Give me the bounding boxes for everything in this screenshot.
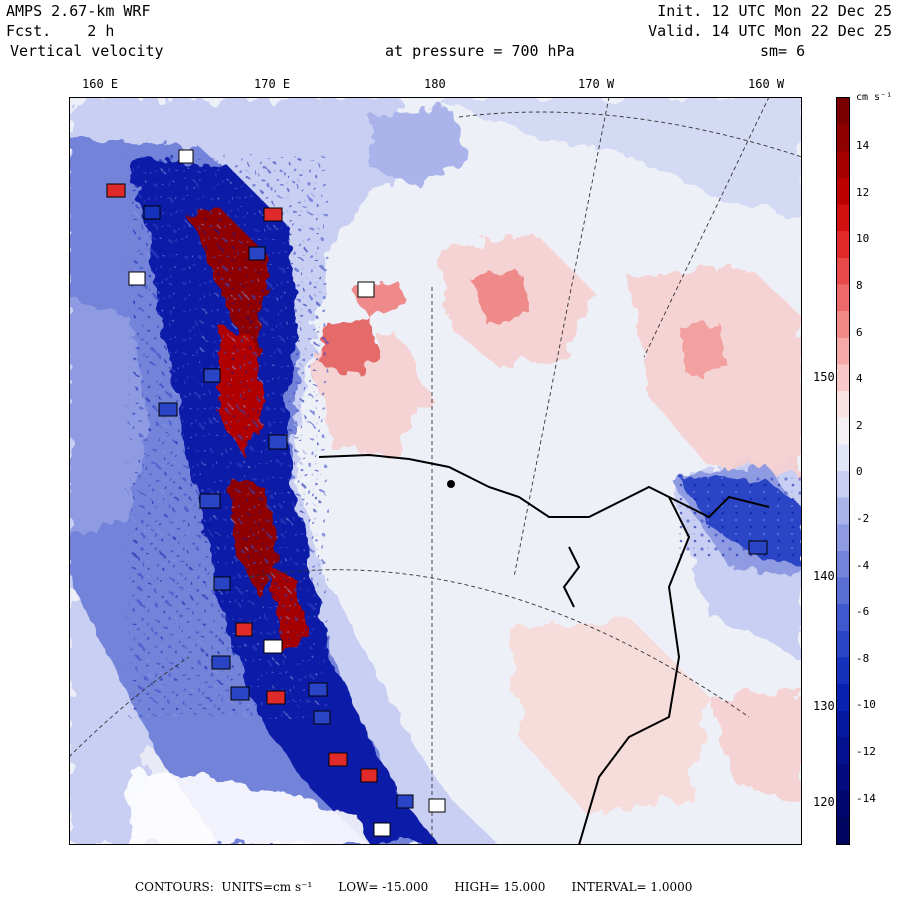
colorbar-tick: 12: [856, 186, 870, 199]
colorbar-tick: 14: [856, 139, 870, 152]
lon-label-180: 180: [424, 77, 446, 91]
init-time: Init. 12 UTC Mon 22 Dec 25: [657, 2, 892, 20]
forecast-hour: 2 h: [87, 22, 115, 40]
colorbar-tick: -14: [856, 792, 876, 805]
lon-label-160e: 160 E: [82, 77, 119, 91]
terrain-mask: [129, 767, 369, 845]
lat-lon-grid: [69, 97, 802, 845]
lon-label-170e: 170 E: [254, 77, 291, 91]
pressure-level-label: at pressure =: [385, 42, 503, 60]
extremum-labels: [106, 149, 768, 837]
moderate-positive-regions: [319, 272, 729, 377]
model-title: AMPS 2.67-km WRF: [6, 2, 151, 20]
eastern-wave-cluster: [679, 477, 802, 567]
forecast-label: Fcst. 2 h: [6, 22, 114, 40]
colorbar-tick: -4: [856, 559, 870, 572]
colorbar-unit: cm s⁻¹: [856, 92, 893, 103]
colorbar-tick: -2: [856, 512, 870, 525]
colorbar-tick: 2: [856, 419, 863, 432]
contour-low: LOW= -15.000: [338, 880, 429, 894]
station-marker: [447, 480, 455, 488]
colorbar-tick: -6: [856, 605, 870, 618]
map-canvas: [69, 97, 802, 845]
contour-interval: INTERVAL= 1.0000: [571, 880, 693, 894]
map-frame: [69, 97, 802, 845]
pressure-level-value: 700 hPa: [511, 42, 575, 60]
field-name: Vertical velocity: [10, 42, 164, 60]
lon-label-170w: 170 W: [578, 77, 615, 91]
colorbar-tick: 0: [856, 465, 863, 478]
colorbar-tick: 6: [856, 326, 863, 339]
vertical-velocity-map: [69, 97, 802, 845]
contour-info: CONTOURS: UNITS=cm s⁻¹ LOW= -15.000 HIGH= …: [135, 880, 718, 894]
smoothing-value: sm= 6: [760, 42, 806, 60]
colorbar-tick: -12: [856, 745, 876, 758]
colorbar-tick: -10: [856, 698, 876, 711]
colorbar-tick: 10: [856, 232, 870, 245]
colorbar-tick: 4: [856, 372, 863, 385]
colorbar: [836, 97, 850, 845]
mountain-wave-band: [129, 157, 439, 845]
valid-time: Valid. 14 UTC Mon 22 Dec 25: [648, 22, 892, 40]
lon-label-160w: 160 W: [748, 77, 785, 91]
colorbar-tick: -8: [856, 652, 870, 665]
contour-units: CONTOURS: UNITS=cm s⁻¹: [135, 880, 313, 894]
weak-positive-regions: [309, 237, 802, 817]
pressure-level: at pressure = 700 hPa: [385, 42, 575, 60]
contour-high: HIGH= 15.000: [454, 880, 546, 894]
forecast-label-text: Fcst.: [6, 22, 52, 40]
colorbar-tick: 8: [856, 279, 863, 292]
coastline: [318, 453, 770, 845]
